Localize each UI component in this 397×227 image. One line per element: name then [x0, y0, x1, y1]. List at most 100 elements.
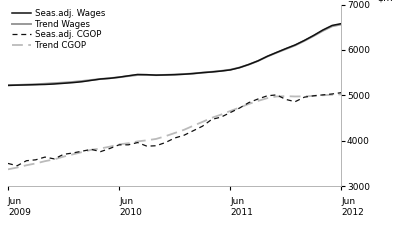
- Trend CGOP: [181, 128, 186, 131]
- Trend CGOP: [293, 95, 297, 98]
- Trend Wages: [256, 59, 260, 62]
- Trend Wages: [33, 83, 38, 86]
- Seas.adj. CGOP: [265, 94, 270, 97]
- Seas.adj. CGOP: [163, 141, 168, 144]
- Trend Wages: [52, 82, 57, 84]
- Seas.adj. CGOP: [302, 96, 307, 99]
- Seas.adj. Wages: [274, 51, 279, 54]
- Trend Wages: [191, 72, 196, 75]
- Seas.adj. CGOP: [209, 118, 214, 121]
- Seas.adj. Wages: [89, 79, 94, 82]
- Trend CGOP: [330, 94, 335, 96]
- Seas.adj. Wages: [228, 69, 233, 71]
- Trend CGOP: [15, 166, 19, 169]
- Seas.adj. Wages: [302, 39, 307, 42]
- Seas.adj. CGOP: [293, 100, 297, 103]
- Seas.adj. Wages: [15, 84, 19, 86]
- Trend Wages: [237, 66, 242, 69]
- Trend Wages: [265, 55, 270, 58]
- Seas.adj. Wages: [52, 83, 57, 85]
- Trend Wages: [228, 68, 233, 71]
- Trend CGOP: [265, 97, 270, 99]
- Seas.adj. Wages: [191, 72, 196, 75]
- Seas.adj. Wages: [42, 83, 47, 86]
- Seas.adj. CGOP: [80, 150, 85, 153]
- Seas.adj. Wages: [126, 74, 131, 77]
- Trend Wages: [339, 23, 344, 26]
- Seas.adj. Wages: [181, 73, 186, 76]
- Seas.adj. Wages: [163, 74, 168, 76]
- Seas.adj. Wages: [80, 80, 85, 83]
- Trend CGOP: [24, 164, 29, 167]
- Trend Wages: [320, 30, 325, 32]
- Seas.adj. CGOP: [200, 125, 205, 128]
- Trend CGOP: [154, 138, 158, 140]
- Legend: Seas.adj. Wages, Trend Wages, Seas.adj. CGOP, Trend CGOP: Seas.adj. Wages, Trend Wages, Seas.adj. …: [12, 9, 106, 50]
- Line: Trend CGOP: Trend CGOP: [8, 94, 341, 169]
- Seas.adj. Wages: [283, 47, 288, 50]
- Trend CGOP: [89, 148, 94, 151]
- Seas.adj. CGOP: [283, 98, 288, 101]
- Trend CGOP: [209, 116, 214, 119]
- Trend Wages: [70, 81, 75, 83]
- Seas.adj. CGOP: [219, 116, 224, 118]
- Trend Wages: [42, 82, 47, 85]
- Trend Wages: [15, 84, 19, 86]
- Text: Jun
2012: Jun 2012: [341, 197, 364, 217]
- Trend CGOP: [70, 153, 75, 156]
- Seas.adj. Wages: [200, 71, 205, 74]
- Seas.adj. CGOP: [311, 94, 316, 97]
- Seas.adj. CGOP: [24, 159, 29, 162]
- Trend Wages: [89, 79, 94, 81]
- Trend CGOP: [311, 94, 316, 97]
- Trend Wages: [283, 48, 288, 50]
- Seas.adj. Wages: [219, 70, 224, 72]
- Trend CGOP: [191, 124, 196, 127]
- Seas.adj. CGOP: [108, 147, 112, 150]
- Trend CGOP: [80, 151, 85, 153]
- Trend CGOP: [135, 140, 140, 143]
- Y-axis label: $m: $m: [377, 0, 393, 3]
- Trend Wages: [219, 69, 224, 72]
- Trend Wages: [293, 44, 297, 47]
- Seas.adj. Wages: [135, 73, 140, 76]
- Trend CGOP: [98, 147, 103, 150]
- Seas.adj. CGOP: [330, 93, 335, 95]
- Line: Seas.adj. Wages: Seas.adj. Wages: [8, 24, 341, 85]
- Trend Wages: [330, 25, 335, 28]
- Seas.adj. Wages: [108, 77, 112, 80]
- Seas.adj. Wages: [330, 24, 335, 27]
- Trend Wages: [274, 51, 279, 54]
- Seas.adj. CGOP: [70, 152, 75, 154]
- Seas.adj. Wages: [247, 63, 251, 66]
- Trend CGOP: [200, 121, 205, 123]
- Trend CGOP: [163, 135, 168, 138]
- Trend CGOP: [61, 155, 66, 158]
- Trend CGOP: [108, 145, 112, 148]
- Trend Wages: [302, 39, 307, 42]
- Trend CGOP: [52, 158, 57, 161]
- Seas.adj. Wages: [311, 34, 316, 37]
- Seas.adj. CGOP: [145, 145, 149, 148]
- Trend CGOP: [145, 139, 149, 142]
- Text: Jun
2011: Jun 2011: [230, 197, 253, 217]
- Trend Wages: [209, 70, 214, 73]
- Seas.adj. CGOP: [320, 94, 325, 96]
- Trend Wages: [247, 63, 251, 66]
- Seas.adj. Wages: [320, 29, 325, 31]
- Seas.adj. Wages: [209, 71, 214, 73]
- Seas.adj. CGOP: [89, 148, 94, 151]
- Trend Wages: [80, 80, 85, 82]
- Trend Wages: [135, 74, 140, 76]
- Seas.adj. CGOP: [33, 158, 38, 161]
- Trend CGOP: [320, 94, 325, 97]
- Trend Wages: [311, 35, 316, 37]
- Text: Jun
2009: Jun 2009: [8, 197, 31, 217]
- Seas.adj. CGOP: [52, 158, 57, 160]
- Line: Trend Wages: Trend Wages: [8, 25, 341, 85]
- Trend CGOP: [42, 160, 47, 163]
- Seas.adj. CGOP: [191, 129, 196, 132]
- Seas.adj. Wages: [145, 73, 149, 76]
- Seas.adj. Wages: [61, 82, 66, 85]
- Trend CGOP: [274, 95, 279, 98]
